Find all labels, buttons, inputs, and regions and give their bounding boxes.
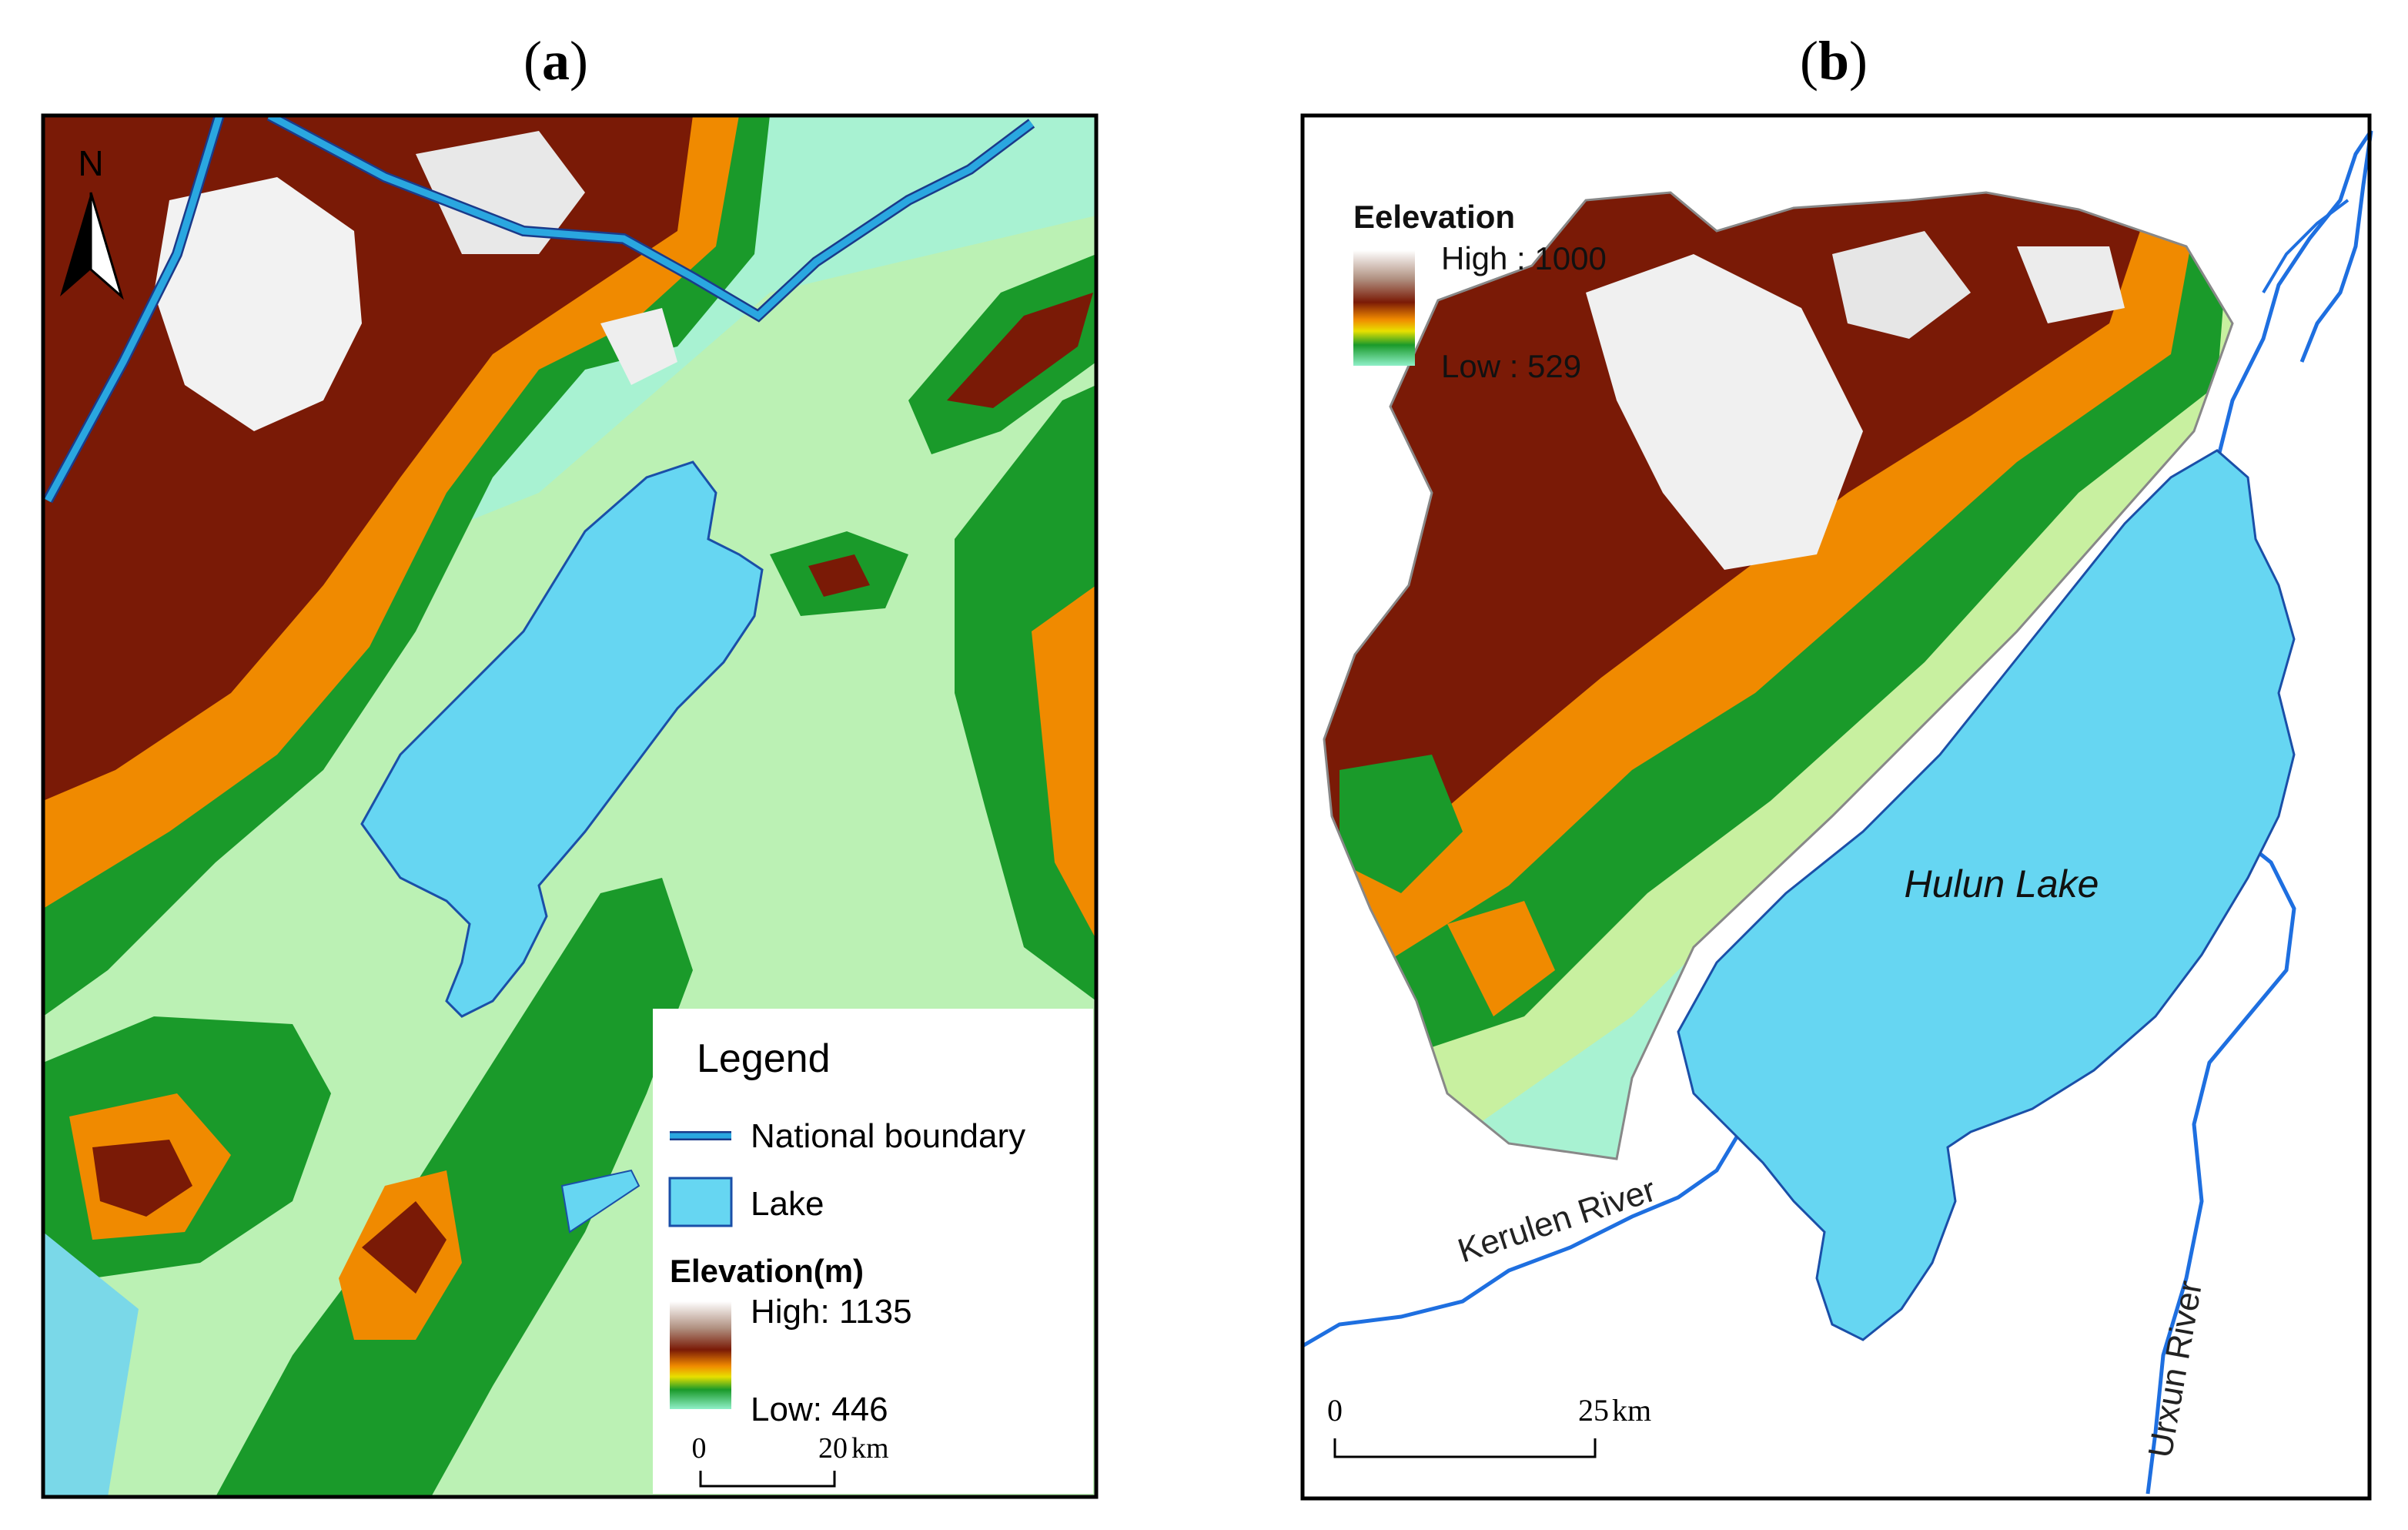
- legend-b: Eelevation High : 1000 Low : 529: [1353, 199, 1607, 384]
- legend-a-title: Legend: [697, 1036, 831, 1081]
- panel-a-label: (a): [523, 30, 588, 92]
- panel-b-frame: [1300, 113, 2372, 1501]
- north-arrow: N: [60, 143, 124, 300]
- scale-a-end: 20: [818, 1432, 848, 1465]
- lake-legend-symbol: [668, 1177, 733, 1227]
- scale-b-zero: 0: [1327, 1393, 1343, 1428]
- legend-a: Legend National boundary Lake Elevation(…: [653, 1009, 1093, 1494]
- panel-a-frame: [41, 113, 1099, 1499]
- legend-a-low: Low: 446: [751, 1391, 888, 1428]
- scale-bar-a: 0 20 km: [692, 1432, 889, 1488]
- legend-b-low: Low : 529: [1441, 348, 1581, 384]
- legend-b-high: High : 1000: [1441, 240, 1607, 276]
- watershed-outline: [1323, 191, 2234, 1160]
- legend-a-lake-label: Lake: [751, 1185, 824, 1223]
- scale-a-unit: km: [851, 1432, 889, 1465]
- elevation-ramp-b: [1353, 250, 1415, 366]
- lake-a: [360, 460, 764, 1018]
- elevation-ramp-a: [670, 1301, 731, 1409]
- urxun-river: [2145, 828, 2296, 1495]
- hulun-lake: [1677, 449, 2296, 1341]
- kerulen-river: [1301, 1093, 1742, 1348]
- legend-a-elevation-title: Elevation(m): [670, 1253, 864, 1289]
- panel-a-map: N Legend National boundary Lake Elevatio…: [41, 113, 1099, 1499]
- panel-b-map: Hulun Lake Kerulen River Urxun River Eel…: [1300, 113, 2373, 1501]
- legend-a-high: High: 1135: [751, 1293, 912, 1331]
- scale-b-end: 25: [1578, 1393, 1609, 1428]
- dem-a: [43, 116, 1096, 1497]
- scale-a-zero: 0: [692, 1432, 707, 1465]
- legend-b-title: Eelevation: [1353, 199, 1515, 235]
- hulun-lake-label: Hulun Lake: [1905, 862, 2099, 906]
- scale-b-unit: km: [1612, 1393, 1651, 1428]
- legend-a-boundary-label: National boundary: [751, 1117, 1025, 1155]
- north-label: N: [78, 143, 103, 183]
- panel-b-label: (b): [1800, 30, 1868, 92]
- northern-river: [2215, 129, 2373, 463]
- scale-bar-b: 0 25 km: [1327, 1393, 1651, 1458]
